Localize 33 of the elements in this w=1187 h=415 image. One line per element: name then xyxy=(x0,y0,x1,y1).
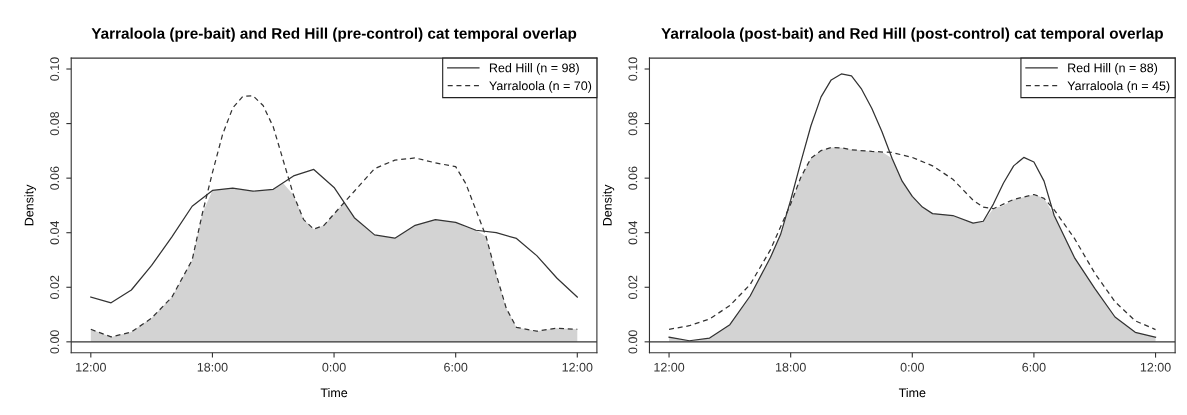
y-tick-label: 0.06 xyxy=(628,166,638,190)
line-series xyxy=(90,95,578,338)
y-tick-label: 0.06 xyxy=(50,166,60,190)
y-tick-label: 0.10 xyxy=(50,57,60,81)
y-tick-label: 0.04 xyxy=(628,220,638,245)
y-tick-label: 0.08 xyxy=(50,111,60,136)
y-tick-label: 0.02 xyxy=(628,275,638,299)
x-tick-label: 12:00 xyxy=(1140,362,1171,372)
y-axis-title: Density xyxy=(602,184,615,226)
x-tick-label: 12:00 xyxy=(654,362,685,372)
legend-label: Yarraloola (n = 45) xyxy=(1067,81,1170,93)
x-tick-label: 6:00 xyxy=(444,362,468,372)
x-tick-label: 0:00 xyxy=(900,362,924,372)
y-tick-label: 0.00 xyxy=(50,330,60,354)
x-axis-title: Time xyxy=(898,388,926,398)
x-axis-title: Time xyxy=(320,388,348,398)
y-tick-label: 0.08 xyxy=(628,111,638,136)
y-tick-label: 0.10 xyxy=(628,57,638,81)
chart-title: Yarraloola (pre-bait) and Red Hill (pre-control) cat temporal overlap xyxy=(91,27,577,42)
legend-label: Yarraloola (n = 70) xyxy=(489,81,592,93)
x-tick-label: 6:00 xyxy=(1022,362,1046,372)
x-tick-label: 12:00 xyxy=(562,362,593,372)
y-tick-label: 0.00 xyxy=(628,330,638,354)
legend-label: Red Hill (n = 98) xyxy=(489,63,579,75)
x-tick-label: 18:00 xyxy=(775,362,806,372)
chart-title: Yarraloola (post-bait) and Red Hill (post-control) cat temporal overlap xyxy=(661,27,1163,42)
x-tick-label: 18:00 xyxy=(197,362,228,372)
y-axis-title: Density xyxy=(24,184,36,226)
y-tick-label: 0.04 xyxy=(50,220,60,245)
x-tick-label: 0:00 xyxy=(322,362,346,372)
x-tick-label: 12:00 xyxy=(76,362,106,372)
legend-label: Red Hill (n = 88) xyxy=(1068,63,1158,75)
y-tick-label: 0.02 xyxy=(50,275,60,299)
